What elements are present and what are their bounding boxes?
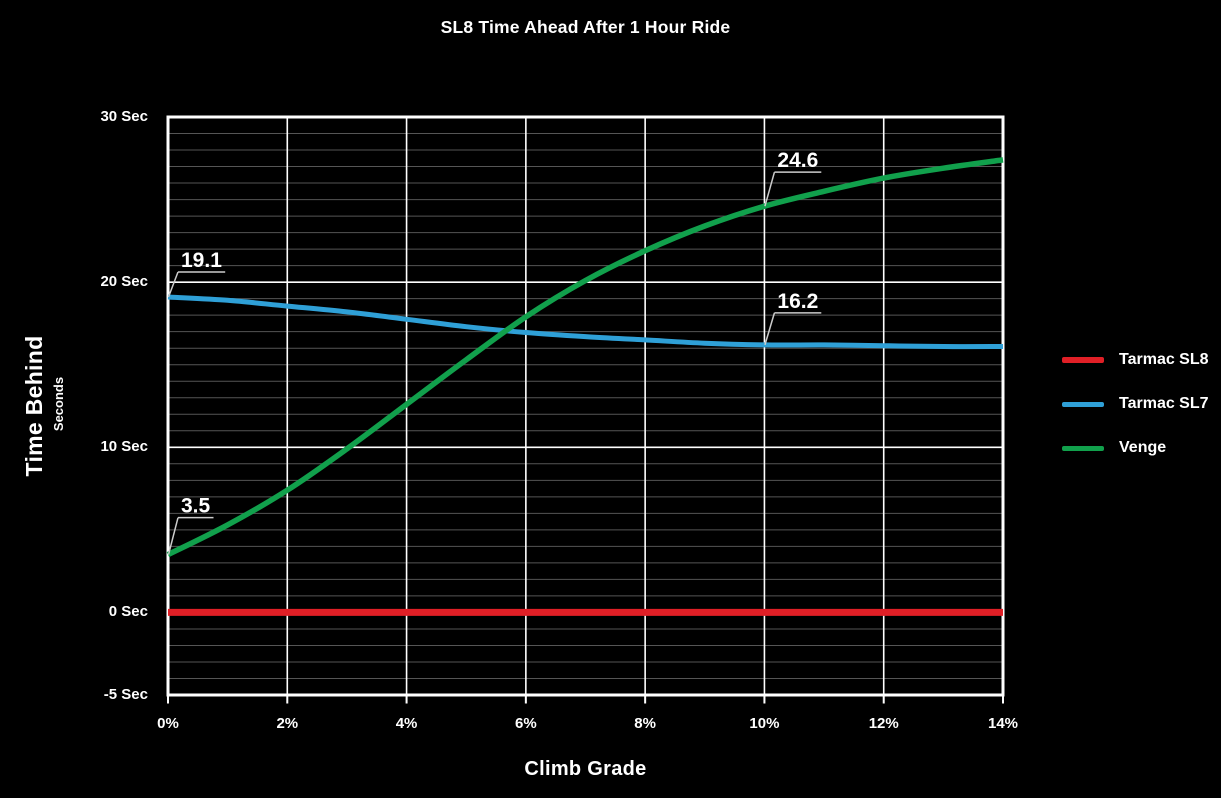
x-tick-label: 8%	[634, 715, 656, 732]
chart-title: SL8 Time Ahead After 1 Hour Ride	[440, 17, 731, 37]
legend-label: Tarmac SL8	[1119, 351, 1209, 368]
x-tick-label: 12%	[868, 715, 899, 732]
annotation-leader	[167, 517, 179, 555]
annotation-16-2: 16.2	[764, 290, 822, 346]
legend-swatch	[1062, 401, 1104, 407]
annotation-leader	[167, 271, 179, 298]
y-tick-label: 30 Sec	[100, 108, 148, 125]
gridlines	[168, 117, 1003, 695]
annotation-leader	[764, 312, 776, 346]
annotation-label: 16.2	[777, 290, 818, 313]
series-line-venge	[166, 157, 1004, 558]
series-line-tarmac-sl7	[167, 294, 1004, 350]
x-tick-label: 6%	[515, 715, 537, 732]
y-tick-label: 0 Sec	[108, 603, 148, 621]
x-axis-title: Climb Grade	[524, 758, 647, 780]
legend-item-tarmac-sl8: Tarmac SL8	[1062, 350, 1209, 370]
x-tick-label: 2%	[276, 715, 299, 732]
legend-label: Venge	[1119, 439, 1167, 456]
annotation-leader	[764, 171, 776, 207]
annotation-3-5: 3.5	[167, 495, 214, 555]
x-tick-label: 14%	[987, 715, 1019, 732]
annotation-19-1: 19.1	[167, 249, 226, 298]
annotation-label: 3.5	[181, 495, 211, 518]
x-tick-label: 4%	[395, 715, 418, 732]
x-tick-label: 10%	[749, 715, 780, 732]
x-tick-label: 0%	[157, 715, 179, 732]
legend-item-tarmac-sl7: Tarmac SL7	[1062, 394, 1209, 414]
y-tick-label: 10 Sec	[100, 438, 148, 456]
annotation-label: 19.1	[181, 249, 222, 272]
y-tick-label: -5 Sec	[103, 686, 148, 703]
annotation-label: 24.6	[777, 149, 818, 172]
plot-border	[166, 115, 1005, 697]
y-tick-label: 20 Sec	[100, 273, 148, 291]
annotation-24-6: 24.6	[764, 149, 822, 207]
legend-swatch	[1062, 357, 1104, 363]
legend-item-venge: Venge	[1062, 438, 1166, 458]
legend-label: Tarmac SL7	[1119, 395, 1209, 412]
legend-swatch	[1062, 445, 1104, 451]
